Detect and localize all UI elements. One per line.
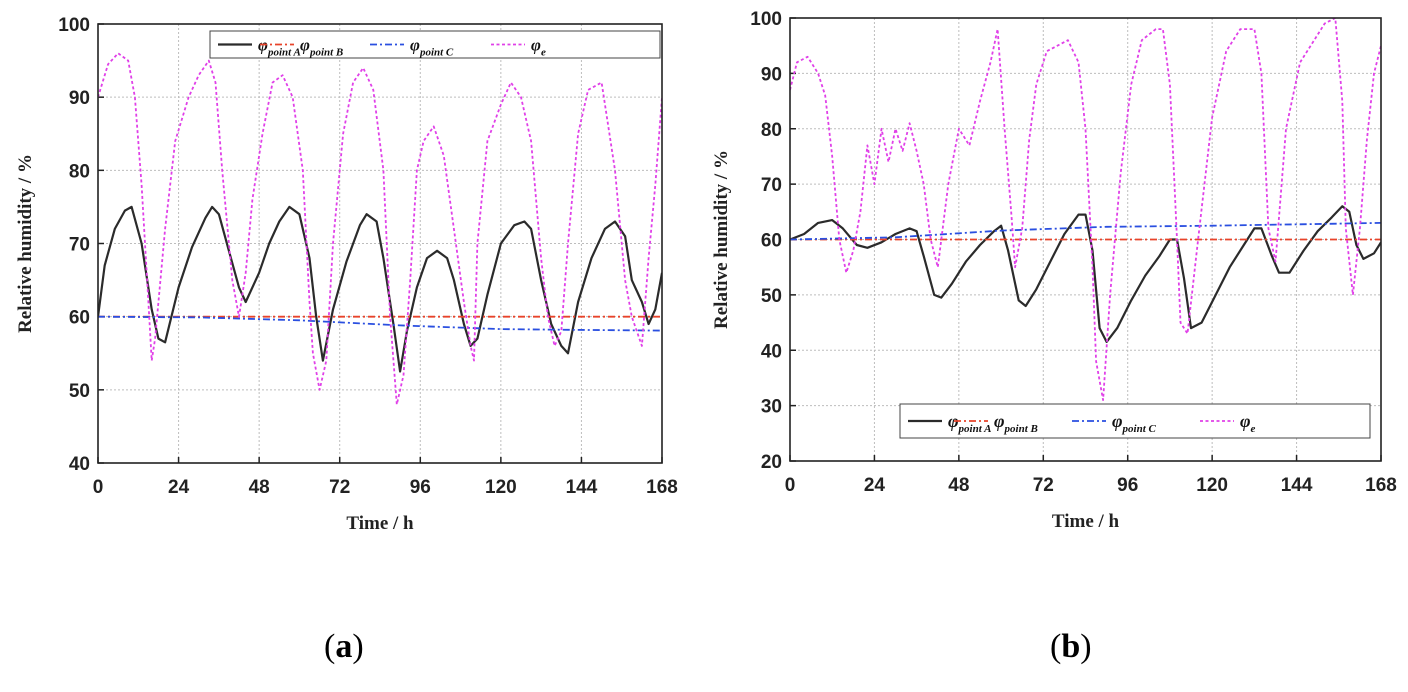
plot-frame-b [789, 17, 1382, 462]
x-tick-label-b-3: 72 [1033, 475, 1054, 496]
y-tick-label-b-1: 30 [761, 397, 782, 418]
legend-label-b-point_c: φpoint C [1112, 411, 1157, 435]
y-tick-label-a-3: 70 [69, 235, 90, 256]
y-tick-label-b-7: 90 [761, 64, 782, 85]
x-axis-label-a: Time / h [346, 513, 414, 534]
x-tick-label-a-2: 48 [249, 477, 270, 498]
panel-label-a-close: ) [352, 628, 364, 665]
x-tick-label-a-6: 144 [566, 477, 598, 498]
x-tick-label-b-2: 48 [948, 475, 969, 496]
series-line-a-point_a [98, 205, 662, 373]
y-tick-label-a-6: 100 [58, 15, 90, 36]
x-tick-label-b-1: 24 [864, 475, 886, 496]
x-tick-label-a-5: 120 [485, 477, 517, 498]
legend-box-b [899, 403, 1371, 439]
plot-frame-a [97, 23, 663, 464]
x-tick-label-a-3: 72 [329, 477, 350, 498]
y-tick-label-a-1: 50 [69, 381, 90, 402]
y-tick-label-a-2: 60 [69, 308, 90, 329]
y-tick-label-a-0: 40 [69, 454, 90, 475]
legend-label-a-point_b: φpoint B [300, 36, 343, 59]
y-tick-label-b-5: 70 [761, 175, 782, 196]
x-tick-label-b-6: 144 [1281, 475, 1313, 496]
series-line-b-e [790, 18, 1381, 402]
panel-label-b-open: ( [1050, 628, 1062, 665]
legend-label-a-point_c: φpoint C [410, 36, 454, 59]
series-line-b-point_a [790, 205, 1381, 343]
x-tick-label-a-4: 96 [410, 477, 431, 498]
x-tick-label-a-0: 0 [93, 477, 104, 498]
panel-label-a: (a) [324, 628, 364, 666]
x-tick-label-b-4: 96 [1117, 475, 1138, 496]
y-tick-label-b-0: 20 [761, 452, 782, 473]
panel-label-a-letter: a [335, 628, 353, 665]
chart-a: 0 24 48 72 96 120 144 168 40 50 60 70 80 90 100 Time / … [15, 15, 678, 534]
series-line-b-point_c [790, 222, 1381, 241]
panel-label-a-open: ( [324, 628, 336, 665]
series-line-a-point_c [98, 315, 662, 332]
series-line-a-e [98, 52, 662, 406]
x-axis-label-b: Time / h [1052, 511, 1120, 532]
legend-label-a-e: φe [531, 36, 546, 59]
y-tick-label-a-5: 90 [69, 88, 90, 109]
legend-label-b-point_b: φpoint B [994, 411, 1038, 435]
y-tick-label-a-4: 80 [69, 161, 90, 182]
x-tick-label-a-1: 24 [168, 477, 190, 498]
y-tick-label-b-4: 60 [761, 231, 782, 252]
y-axis-label-a: Relative humidity / % [15, 154, 36, 333]
legend-label-b-e: φe [1240, 411, 1256, 435]
y-tick-label-b-8: 100 [750, 9, 782, 30]
panel-label-b-letter: b [1061, 628, 1081, 665]
x-tick-label-a-7: 168 [646, 477, 678, 498]
y-tick-label-b-2: 40 [761, 341, 782, 362]
panel-label-b: (b) [1050, 628, 1092, 666]
x-tick-label-b-5: 120 [1196, 475, 1228, 496]
legend-label-b-point_a: φpoint A [948, 411, 991, 435]
series-group-b [790, 18, 1381, 402]
y-tick-label-b-3: 50 [761, 286, 782, 307]
y-axis-label-b: Relative humidity / % [711, 150, 732, 329]
y-tick-label-b-6: 80 [761, 120, 782, 141]
chart-b: 0 24 48 72 96 120 144 168 20 30 40 50 60 70 80 90 100 Tim… [711, 9, 1397, 532]
panel-label-b-close: ) [1080, 628, 1092, 665]
x-tick-label-b-7: 168 [1365, 475, 1397, 496]
x-tick-label-b-0: 0 [785, 475, 796, 496]
series-group-a [98, 52, 662, 406]
